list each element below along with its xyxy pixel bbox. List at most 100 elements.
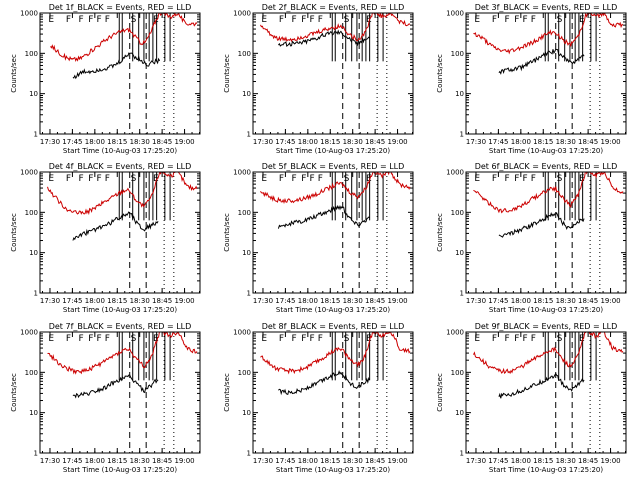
lld-series-line bbox=[473, 332, 624, 375]
x-tick-label: 18:30 bbox=[556, 297, 576, 305]
plot-frame bbox=[39, 171, 201, 294]
x-tick-label: 17:30 bbox=[253, 457, 273, 465]
y-axis-label: Counts/sec bbox=[10, 54, 18, 93]
x-axis-label: Start Time (10-Aug-03 17:25:20) bbox=[63, 147, 177, 155]
y-tick-label: 1 bbox=[34, 450, 38, 458]
panel-title: Det 1f_BLACK = Events, RED = LLD bbox=[49, 3, 192, 12]
x-axis-label: Start Time (10-Aug-03 17:25:20) bbox=[63, 466, 177, 474]
flag-label: F bbox=[522, 15, 527, 25]
plot-frame bbox=[252, 331, 414, 454]
panel-title: Det 6f_BLACK = Events, RED = LLD bbox=[475, 162, 618, 171]
x-tick-label: 18:15 bbox=[533, 297, 553, 305]
flag-label: F bbox=[531, 15, 536, 25]
panel-title: Det 5f_BLACK = Events, RED = LLD bbox=[262, 162, 405, 171]
x-tick-label: 19:00 bbox=[387, 297, 407, 305]
x-tick-label: 19:00 bbox=[174, 457, 194, 465]
y-axis-label: Counts/sec bbox=[436, 213, 444, 252]
flag-label: F bbox=[318, 334, 323, 344]
events-series-line bbox=[72, 52, 161, 80]
x-tick-label: 18:45 bbox=[578, 138, 598, 146]
flag-label: E bbox=[261, 15, 267, 25]
x-tick-label: 18:00 bbox=[511, 457, 531, 465]
x-axis-label: Start Time (10-Aug-03 17:25:20) bbox=[63, 306, 177, 314]
x-tick-label: 19:00 bbox=[387, 138, 407, 146]
x-tick-label: 17:30 bbox=[253, 297, 273, 305]
y-tick-label: 1 bbox=[247, 290, 251, 298]
flag-label: E bbox=[474, 15, 480, 25]
events-series-line bbox=[498, 372, 585, 399]
x-axis-label: Start Time (10-Aug-03 17:25:20) bbox=[489, 466, 603, 474]
flag-label: F bbox=[318, 15, 323, 25]
flag-label: F bbox=[88, 334, 93, 344]
y-tick-label: 1000 bbox=[446, 329, 464, 337]
x-tick-label: 18:00 bbox=[511, 138, 531, 146]
y-tick-label: 1 bbox=[247, 450, 251, 458]
x-tick-label: 19:00 bbox=[174, 138, 194, 146]
flag-label: S bbox=[344, 15, 350, 25]
panel-title: Det 3f_BLACK = Events, RED = LLD bbox=[475, 3, 618, 12]
flag-label: S bbox=[131, 174, 137, 184]
flag-label: F bbox=[531, 174, 536, 184]
x-tick-label: 18:15 bbox=[533, 457, 553, 465]
lld-series-line bbox=[47, 332, 198, 375]
lld-series-line bbox=[47, 172, 198, 216]
y-tick-label: 100 bbox=[451, 50, 464, 58]
flag-label: F bbox=[292, 174, 297, 184]
flag-label: F bbox=[105, 174, 110, 184]
y-tick-label: 1 bbox=[247, 131, 251, 139]
x-tick-label: 18:15 bbox=[107, 297, 127, 305]
x-tick-label: 17:30 bbox=[253, 138, 273, 146]
flag-label: E bbox=[261, 334, 267, 344]
lld-series-line bbox=[260, 13, 411, 43]
y-tick-label: 10 bbox=[242, 249, 251, 257]
y-tick-label: 10 bbox=[242, 409, 251, 417]
flag-label: F bbox=[309, 174, 314, 184]
flag-label: E bbox=[579, 334, 585, 344]
events-series-line bbox=[72, 374, 159, 399]
x-tick-label: 18:45 bbox=[365, 138, 385, 146]
x-tick-label: 17:30 bbox=[40, 297, 60, 305]
flag-label: S bbox=[344, 174, 350, 184]
x-tick-label: 17:30 bbox=[40, 457, 60, 465]
y-tick-label: 100 bbox=[25, 50, 38, 58]
flag-label: F bbox=[66, 15, 71, 25]
x-tick-label: 17:45 bbox=[62, 138, 82, 146]
y-tick-label: 1000 bbox=[233, 329, 251, 337]
y-tick-label: 100 bbox=[238, 50, 251, 58]
x-tick-label: 18:15 bbox=[320, 457, 340, 465]
flag-label: F bbox=[309, 15, 314, 25]
y-axis-label: Counts/sec bbox=[10, 213, 18, 252]
x-axis-label: Start Time (10-Aug-03 17:25:20) bbox=[489, 147, 603, 155]
flag-label: F bbox=[505, 15, 510, 25]
events-series-line bbox=[498, 212, 585, 238]
y-tick-label: 1 bbox=[460, 131, 464, 139]
flag-label: F bbox=[88, 15, 93, 25]
y-tick-label: 1000 bbox=[446, 169, 464, 177]
x-tick-label: 18:00 bbox=[298, 457, 318, 465]
y-tick-label: 100 bbox=[25, 369, 38, 377]
x-tick-label: 18:30 bbox=[130, 138, 150, 146]
x-axis-label: Start Time (10-Aug-03 17:25:20) bbox=[276, 466, 390, 474]
x-tick-label: 18:30 bbox=[556, 457, 576, 465]
panel-title: Det 9f_BLACK = Events, RED = LLD bbox=[475, 322, 618, 331]
flag-label: E bbox=[48, 174, 54, 184]
flag-label: F bbox=[522, 174, 527, 184]
x-tick-label: 17:45 bbox=[275, 297, 295, 305]
panel-title: Det 8f_BLACK = Events, RED = LLD bbox=[262, 322, 405, 331]
y-axis-label: Counts/sec bbox=[223, 54, 231, 93]
flag-label: F bbox=[279, 15, 284, 25]
x-tick-label: 18:30 bbox=[343, 457, 363, 465]
flag-label: F bbox=[96, 15, 101, 25]
panel-title: Det 2f_BLACK = Events, RED = LLD bbox=[262, 3, 405, 12]
flag-label: S bbox=[557, 15, 563, 25]
flag-label: F bbox=[522, 334, 527, 344]
flag-label: F bbox=[96, 334, 101, 344]
flag-label: S bbox=[344, 334, 350, 344]
flag-label: F bbox=[66, 174, 71, 184]
flag-label: F bbox=[309, 334, 314, 344]
x-tick-label: 18:15 bbox=[107, 138, 127, 146]
